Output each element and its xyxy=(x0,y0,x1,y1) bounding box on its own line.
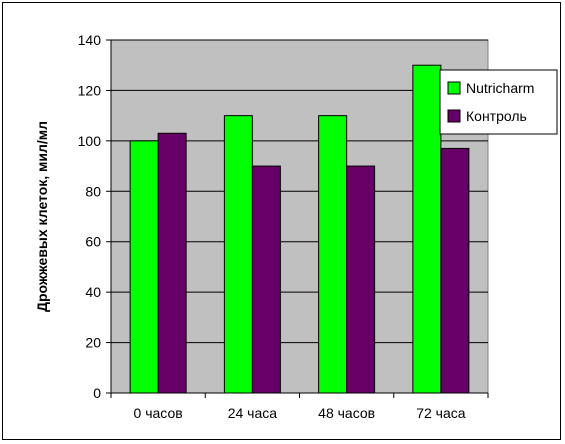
y-tick-label: 140 xyxy=(78,32,102,48)
legend-box xyxy=(439,69,558,135)
bars xyxy=(129,64,470,394)
bar-nutricharm-0 xyxy=(129,140,159,394)
y-axis-label: Дрожжевых клеток, мил/мл xyxy=(34,121,50,312)
y-tick-label: 80 xyxy=(85,183,101,199)
y-tick-label: 60 xyxy=(85,234,101,250)
y-tick-label: 120 xyxy=(78,82,102,98)
bar-nutricharm-1 xyxy=(223,115,253,394)
legend: Nutricharm Контроль xyxy=(439,69,558,135)
bar-контроль-3 xyxy=(440,147,470,394)
bar-контроль-0 xyxy=(157,132,187,394)
x-tick-label: 0 часов xyxy=(134,405,183,421)
y-axis: 0 20 40 60 80 100 120 140 xyxy=(78,32,112,401)
y-tick-label: 40 xyxy=(85,284,101,300)
x-tick-label: 48 часов xyxy=(318,405,375,421)
bar-контроль-2 xyxy=(346,165,376,394)
bar-nutricharm-3 xyxy=(412,64,442,394)
legend-swatch xyxy=(447,81,461,95)
legend-entry: Nutricharm xyxy=(466,80,534,96)
bar-nutricharm-2 xyxy=(318,115,348,394)
legend-entry: Контроль xyxy=(466,108,527,124)
bar-контроль-1 xyxy=(251,165,281,394)
x-tick-label: 72 часа xyxy=(416,405,466,421)
y-tick-label: 0 xyxy=(93,385,101,401)
legend-swatch xyxy=(447,109,461,123)
x-tick-label: 24 часа xyxy=(228,405,278,421)
x-axis: 0 часов 24 часа 48 часов 72 часа xyxy=(110,392,489,421)
y-tick-label: 100 xyxy=(78,133,102,149)
y-tick-label: 20 xyxy=(85,335,101,351)
